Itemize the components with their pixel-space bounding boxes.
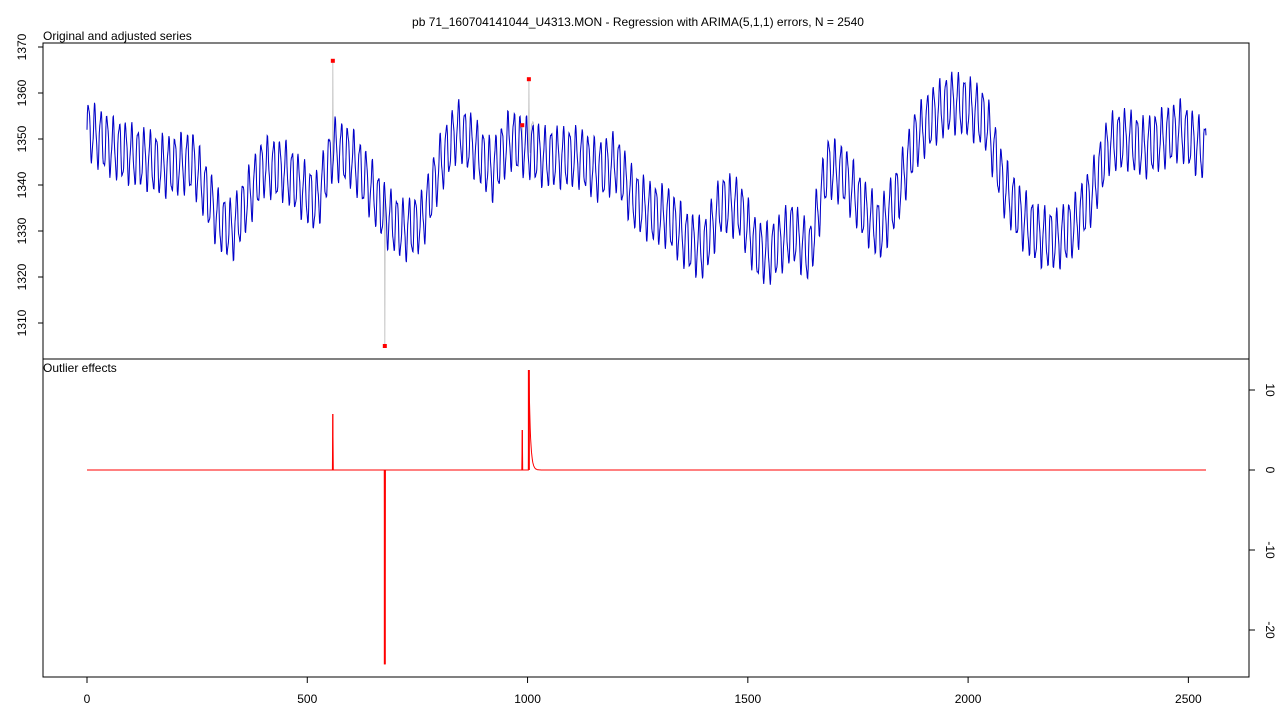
top-y-tick-label: 1350 bbox=[15, 125, 29, 152]
top-y-axis: 1310 1320 1330 1340 1350 1360 1370 bbox=[15, 33, 43, 336]
chart-title: pb 71_160704141044_U4313.MON - Regressio… bbox=[412, 15, 864, 29]
x-tick-label: 0 bbox=[84, 692, 91, 706]
outlier-marker bbox=[330, 58, 335, 63]
x-axis: 0 500 1000 1500 2000 2500 bbox=[84, 677, 1202, 706]
outlier-markers bbox=[330, 58, 531, 348]
top-y-tick-label: 1320 bbox=[15, 263, 29, 290]
bottom-y-tick-label: 10 bbox=[1263, 383, 1277, 397]
panel-outlier-effects: Outlier effects -20 -10 0 10 0 500 1000 1500 20… bbox=[42, 358, 1277, 706]
panel-bottom-label: Outlier effects bbox=[43, 361, 117, 375]
original-series bbox=[86, 60, 1207, 347]
x-tick-label: 2500 bbox=[1175, 692, 1202, 706]
x-tick-label: 1500 bbox=[734, 692, 761, 706]
outlier-effect-series bbox=[87, 369, 1206, 665]
x-tick-label: 1000 bbox=[514, 692, 541, 706]
bottom-y-tick-label: -10 bbox=[1263, 541, 1277, 559]
panel-bottom-frame bbox=[42, 358, 1250, 678]
adjusted-series-line bbox=[86, 71, 1207, 285]
panel-top-label: Original and adjusted series bbox=[43, 29, 192, 43]
top-y-tick-label: 1360 bbox=[15, 79, 29, 106]
x-tick-label: 500 bbox=[297, 692, 317, 706]
outlier-marker bbox=[526, 77, 531, 82]
effect-baseline-line bbox=[87, 369, 1206, 665]
x-tick-label: 2000 bbox=[955, 692, 982, 706]
panel-top-frame bbox=[42, 42, 1250, 360]
outlier-marker bbox=[520, 123, 525, 128]
original-series-line bbox=[86, 60, 1207, 347]
panel-original-adjusted: Original and adjusted series 1310 1320 133… bbox=[15, 29, 1250, 360]
top-y-tick-label: 1340 bbox=[15, 171, 29, 198]
adjusted-series bbox=[86, 71, 1207, 285]
top-y-tick-label: 1310 bbox=[15, 309, 29, 336]
top-y-tick-label: 1370 bbox=[15, 33, 29, 60]
bottom-y-axis: -20 -10 0 10 bbox=[1249, 383, 1277, 639]
outlier-marker bbox=[382, 344, 387, 348]
top-y-tick-label: 1330 bbox=[15, 217, 29, 244]
bottom-y-tick-label: -20 bbox=[1263, 621, 1277, 639]
bottom-y-tick-label: 0 bbox=[1263, 467, 1277, 474]
